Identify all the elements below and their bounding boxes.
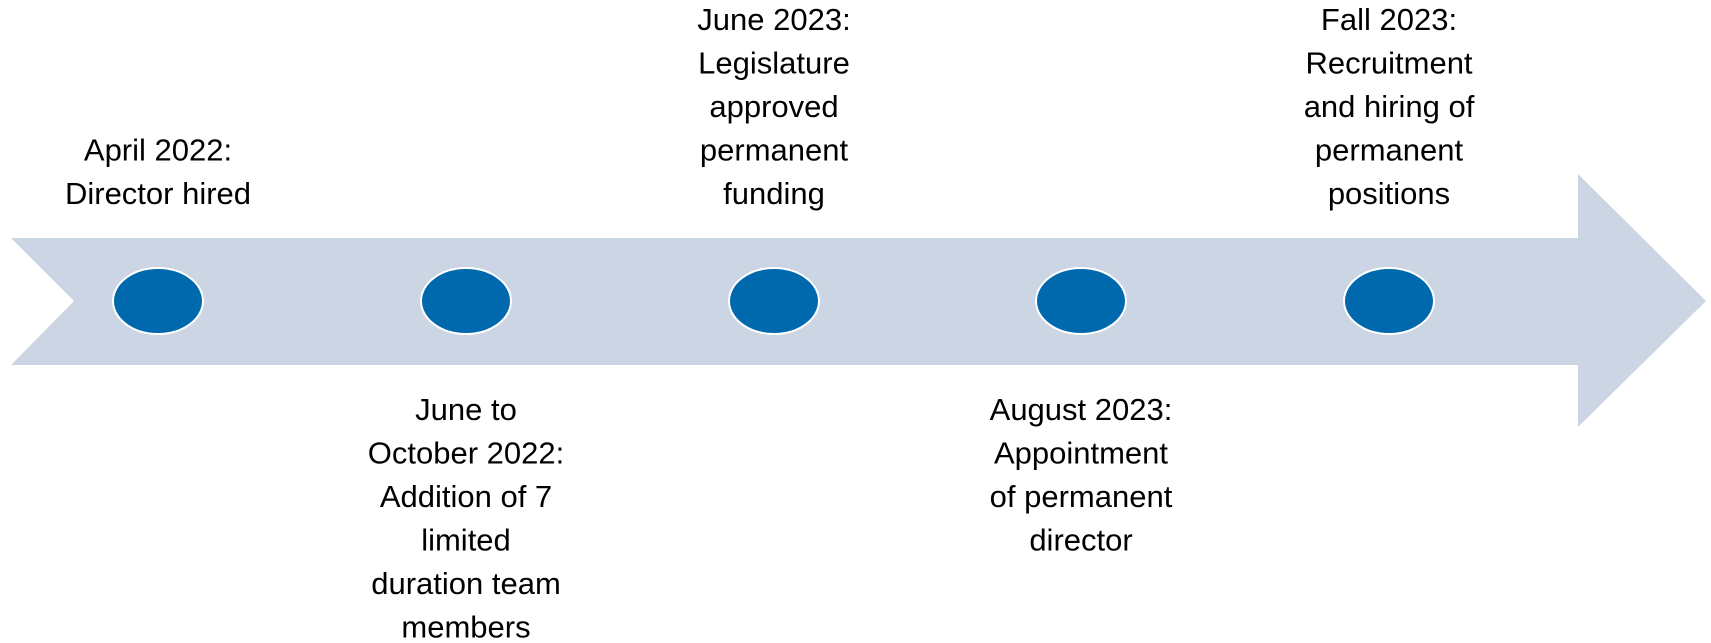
event-label-line: and hiring of [1304, 89, 1475, 124]
event-label-line: duration team [371, 566, 561, 601]
event-label-line: limited [421, 523, 511, 558]
event-label-line: Appointment [994, 436, 1168, 471]
event-label-line: director [1029, 523, 1132, 558]
event-label-line: Addition of 7 [380, 479, 552, 514]
event-label-line: approved [709, 89, 838, 124]
timeline-node [728, 267, 820, 335]
event-label-line: June 2023: [697, 2, 850, 37]
event-label-line: Director hired [65, 176, 251, 211]
event-label-line: positions [1328, 176, 1450, 211]
timeline-node [112, 267, 204, 335]
event-label-line: permanent [700, 133, 849, 168]
timeline-arrow [11, 174, 1706, 427]
timeline-node [1343, 267, 1435, 335]
event-label-line: permanent [1315, 133, 1464, 168]
event-label-line: June to [415, 392, 517, 427]
event-label-line: August 2023: [990, 392, 1173, 427]
timeline-node [1035, 267, 1127, 335]
event-label-line: of permanent [990, 479, 1173, 514]
event-label-line: Fall 2023: [1321, 2, 1457, 37]
event-label-line: Recruitment [1305, 46, 1472, 81]
event-label-line: funding [723, 176, 825, 211]
event-label-line: April 2022: [84, 133, 232, 168]
event-label-line: Legislature [698, 46, 850, 81]
event-label-line: members [401, 610, 530, 643]
timeline-node [420, 267, 512, 335]
event-label-line: October 2022: [368, 436, 564, 471]
